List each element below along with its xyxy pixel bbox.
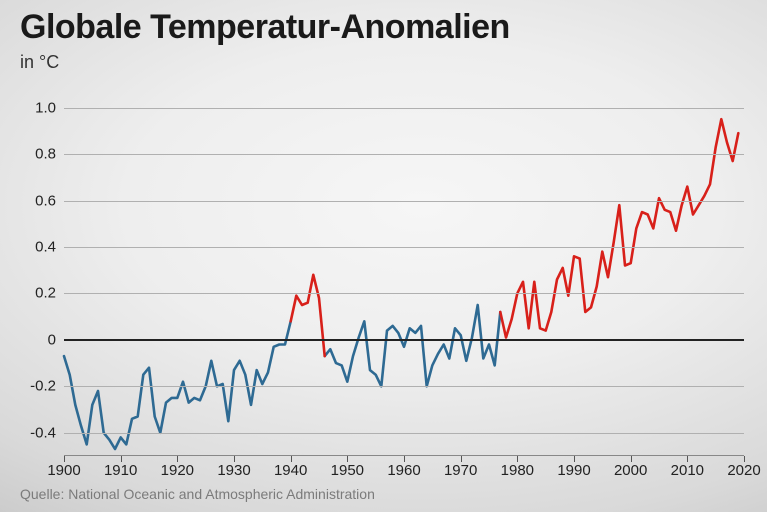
gridline xyxy=(64,433,744,434)
x-axis-label: 1980 xyxy=(501,462,534,479)
x-axis-label: 1990 xyxy=(557,462,590,479)
x-axis-label: 1970 xyxy=(444,462,477,479)
chart-canvas: { "title": "Globale Temperatur-Anomalien… xyxy=(0,0,767,512)
x-axis-label: 1900 xyxy=(47,462,80,479)
y-axis-label: 0.8 xyxy=(16,146,56,163)
chart-subtitle: in °C xyxy=(20,52,59,73)
line-svg xyxy=(64,96,744,456)
x-axis-label: 1910 xyxy=(104,462,137,479)
series-above-baseline-1940s xyxy=(291,275,325,356)
y-axis-label: -0.2 xyxy=(16,378,56,395)
chart-title: Globale Temperatur-Anomalien xyxy=(20,8,510,47)
y-axis-label: 0.4 xyxy=(16,238,56,255)
gridline xyxy=(64,247,744,248)
gridline xyxy=(64,154,744,155)
y-axis-label: 0.2 xyxy=(16,285,56,302)
x-axis-label: 2020 xyxy=(727,462,760,479)
x-axis-label: 1940 xyxy=(274,462,307,479)
series-above-baseline-modern xyxy=(500,119,738,337)
y-axis-label: 1.0 xyxy=(16,99,56,116)
gridline xyxy=(64,108,744,109)
gridline xyxy=(64,386,744,387)
series-mid-mixed xyxy=(325,305,501,386)
x-axis-label: 2010 xyxy=(671,462,704,479)
gridline xyxy=(64,201,744,202)
x-axis-label: 2000 xyxy=(614,462,647,479)
y-axis-label: -0.4 xyxy=(16,424,56,441)
plot-area: -0.4-0.200.20.40.60.81.01900191019201930… xyxy=(64,96,744,456)
gridline xyxy=(64,293,744,294)
y-axis-label: 0 xyxy=(16,331,56,348)
gridline xyxy=(64,339,744,341)
x-axis-label: 1960 xyxy=(387,462,420,479)
y-axis-label: 0.6 xyxy=(16,192,56,209)
x-axis-label: 1930 xyxy=(217,462,250,479)
x-axis-label: 1950 xyxy=(331,462,364,479)
x-axis-label: 1920 xyxy=(161,462,194,479)
chart-source: Quelle: National Oceanic and Atmospheric… xyxy=(20,486,375,502)
